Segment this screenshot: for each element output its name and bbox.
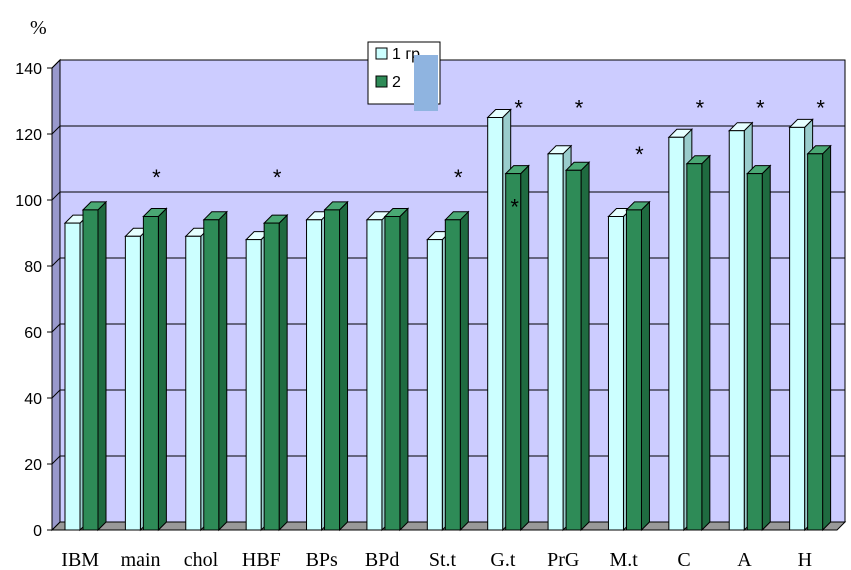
significance-asterisk: * bbox=[635, 142, 644, 167]
x-tick-label: IBM bbox=[61, 549, 99, 570]
bar-2-M.t bbox=[625, 209, 642, 531]
bar-1-St.t bbox=[426, 239, 443, 531]
gridline-side bbox=[51, 323, 61, 333]
bar-1-chol bbox=[185, 235, 202, 531]
bar-2-HBF bbox=[263, 222, 280, 531]
axes bbox=[47, 67, 837, 531]
gridline-side bbox=[51, 257, 61, 267]
y-tick-labels: 0 20 40 60 80 100 120 140 bbox=[15, 61, 42, 540]
x-tick-label: PrG bbox=[547, 549, 579, 570]
significance-asterisk: * bbox=[454, 165, 463, 190]
significance-asterisk: * bbox=[273, 165, 282, 190]
bar-side bbox=[640, 200, 650, 532]
bars bbox=[63, 108, 832, 532]
bar-2-PrG bbox=[565, 169, 582, 531]
bar-1-A bbox=[728, 130, 745, 531]
bar-side bbox=[399, 207, 409, 532]
significance-asterisk: * bbox=[575, 96, 584, 121]
bar-2-A bbox=[746, 173, 763, 531]
significance-asterisk: * bbox=[510, 195, 519, 220]
x-tick-label: M.t bbox=[609, 549, 638, 570]
legend-label: 2 bbox=[392, 74, 401, 91]
y-tick-label: 120 bbox=[15, 127, 42, 144]
x-tick-label: H bbox=[798, 549, 812, 570]
x-tick-label: St.t bbox=[429, 549, 457, 570]
gridline-side bbox=[51, 59, 61, 69]
x-tick-label: HBF bbox=[242, 549, 281, 570]
bar-1-M.t bbox=[607, 216, 624, 531]
y-tick-label: 140 bbox=[15, 61, 42, 78]
bar-2-G.t bbox=[505, 173, 522, 531]
legend-label: 1 гр bbox=[392, 46, 420, 63]
bar-1-H bbox=[789, 126, 806, 531]
bar-side bbox=[580, 161, 590, 532]
bar-1-HBF bbox=[245, 239, 262, 531]
bar-side bbox=[459, 210, 469, 532]
x-tick-label: chol bbox=[184, 549, 219, 570]
legend-swatch bbox=[375, 47, 388, 60]
y-tick-label: 100 bbox=[15, 193, 42, 210]
bar-side bbox=[97, 200, 107, 532]
bar-1-main bbox=[124, 235, 141, 531]
bar-side bbox=[701, 154, 711, 532]
gridline-side bbox=[51, 455, 61, 465]
x-tick-labels: IBM main chol HBF BPs BPd St.t G.t PrG M.t C A H bbox=[61, 549, 812, 570]
significance-asterisk: * bbox=[514, 96, 523, 121]
x-tick-label: BPd bbox=[365, 549, 399, 570]
bar-2-main bbox=[142, 216, 159, 531]
legend: 1 гр 2 bbox=[367, 41, 441, 111]
gridline-side bbox=[51, 191, 61, 201]
annotations: * * * * * * * * * * bbox=[152, 96, 825, 220]
gridline-side bbox=[51, 389, 61, 399]
bar-2-H bbox=[807, 153, 824, 531]
legend-highlight bbox=[414, 55, 438, 111]
significance-asterisk: * bbox=[756, 96, 765, 121]
bar-2-chol bbox=[203, 219, 220, 531]
legend-swatch bbox=[375, 75, 388, 88]
bar-2-BPs bbox=[324, 209, 341, 531]
bar-1-PrG bbox=[547, 153, 564, 531]
bar-side bbox=[520, 164, 530, 532]
y-tick-label: 0 bbox=[33, 523, 42, 540]
bar-1-IBM bbox=[64, 222, 81, 531]
bar-2-BPd bbox=[384, 216, 401, 531]
significance-asterisk: * bbox=[696, 96, 705, 121]
bar-2-C bbox=[686, 163, 703, 531]
y-tick-label: 40 bbox=[24, 391, 42, 408]
bar-side bbox=[157, 207, 167, 532]
significance-asterisk: * bbox=[816, 96, 825, 121]
bar-2-IBM bbox=[82, 209, 99, 531]
bar-1-C bbox=[668, 136, 685, 531]
bar-1-G.t bbox=[487, 117, 504, 531]
x-tick-label: A bbox=[737, 549, 752, 570]
y-unit-label: % bbox=[30, 17, 47, 39]
x-tick-label: BPs bbox=[306, 549, 338, 570]
y-tick-label: 20 bbox=[24, 457, 42, 474]
x-tick-label: main bbox=[121, 549, 161, 570]
bar-1-BPs bbox=[306, 219, 323, 531]
y-tick-label: 80 bbox=[24, 259, 42, 276]
significance-asterisk: * bbox=[152, 165, 161, 190]
bar-1-BPd bbox=[366, 219, 383, 531]
bar-side bbox=[339, 200, 349, 532]
bar-side bbox=[761, 164, 771, 532]
bar-side bbox=[218, 210, 228, 532]
bar-side bbox=[278, 213, 288, 532]
x-tick-label: C bbox=[677, 549, 690, 570]
gridline-side bbox=[51, 125, 61, 135]
y-tick-label: 60 bbox=[24, 325, 42, 342]
x-tick-label: G.t bbox=[490, 549, 515, 570]
bar-side bbox=[822, 144, 832, 532]
bar-2-St.t bbox=[444, 219, 461, 531]
